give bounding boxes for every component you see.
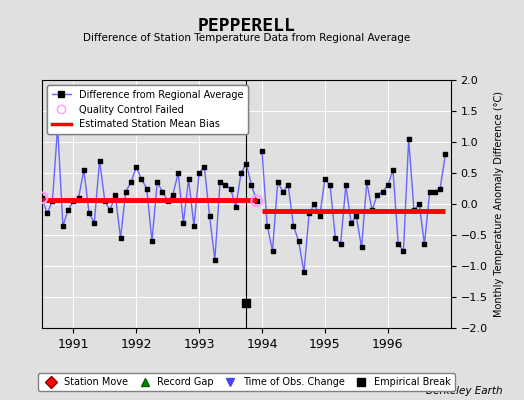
Point — [184, 176, 193, 182]
Point — [85, 210, 93, 216]
Point — [158, 188, 167, 195]
Point — [253, 198, 261, 204]
Point — [174, 170, 182, 176]
Point — [415, 201, 423, 207]
Point — [436, 185, 444, 192]
Point — [384, 182, 392, 189]
Point — [211, 257, 219, 263]
Legend: Station Move, Record Gap, Time of Obs. Change, Empirical Break: Station Move, Record Gap, Time of Obs. C… — [38, 373, 455, 391]
Point — [410, 207, 418, 214]
Point — [179, 219, 188, 226]
Point — [378, 188, 387, 195]
Point — [237, 170, 245, 176]
Point — [336, 241, 345, 248]
Point — [43, 210, 51, 216]
Point — [258, 148, 266, 154]
Point — [279, 188, 287, 195]
Point — [253, 198, 261, 204]
Point — [143, 185, 151, 192]
Point — [59, 222, 67, 229]
Point — [263, 222, 271, 229]
Point — [352, 213, 361, 220]
Point — [310, 201, 319, 207]
Point — [289, 222, 298, 229]
Point — [373, 192, 381, 198]
Point — [441, 151, 450, 158]
Point — [242, 160, 250, 167]
Point — [169, 192, 177, 198]
Point — [69, 198, 78, 204]
Point — [247, 182, 256, 189]
Text: Difference of Station Temperature Data from Regional Average: Difference of Station Temperature Data f… — [83, 33, 410, 43]
Point — [38, 195, 46, 201]
Point — [399, 247, 408, 254]
Point — [132, 164, 140, 170]
Point — [101, 198, 109, 204]
Point — [148, 238, 156, 244]
Point — [389, 167, 397, 173]
Point — [431, 188, 439, 195]
Point — [363, 179, 371, 186]
Point — [331, 235, 340, 241]
Point — [274, 179, 282, 186]
Point — [74, 195, 83, 201]
Point — [294, 238, 303, 244]
Point — [242, 300, 250, 306]
Point — [53, 123, 62, 130]
Point — [394, 241, 402, 248]
Point — [190, 222, 198, 229]
Point — [284, 182, 292, 189]
Point — [205, 213, 214, 220]
Point — [425, 188, 434, 195]
Point — [90, 219, 99, 226]
Point — [357, 244, 366, 250]
Point — [116, 235, 125, 241]
Point — [326, 182, 334, 189]
Point — [80, 167, 88, 173]
Point — [300, 269, 308, 275]
Text: Berkeley Earth: Berkeley Earth — [427, 386, 503, 396]
Point — [106, 207, 114, 214]
Text: PEPPERELL: PEPPERELL — [198, 17, 295, 35]
Point — [268, 247, 277, 254]
Point — [38, 195, 46, 201]
Y-axis label: Monthly Temperature Anomaly Difference (°C): Monthly Temperature Anomaly Difference (… — [495, 91, 505, 317]
Point — [137, 176, 146, 182]
Point — [221, 182, 230, 189]
Point — [122, 188, 130, 195]
Point — [342, 182, 350, 189]
Point — [163, 198, 172, 204]
Point — [321, 176, 329, 182]
Point — [232, 204, 240, 210]
Point — [368, 207, 376, 214]
Point — [111, 192, 119, 198]
Point — [195, 170, 203, 176]
Point — [216, 179, 224, 186]
Point — [305, 210, 313, 216]
Point — [200, 164, 209, 170]
Point — [347, 219, 355, 226]
Point — [48, 198, 57, 204]
Point — [64, 207, 72, 214]
Point — [153, 179, 161, 186]
Legend: Difference from Regional Average, Quality Control Failed, Estimated Station Mean: Difference from Regional Average, Qualit… — [47, 85, 248, 134]
Point — [315, 213, 324, 220]
Point — [127, 179, 135, 186]
Point — [226, 185, 235, 192]
Point — [405, 136, 413, 142]
Point — [420, 241, 429, 248]
Point — [95, 157, 104, 164]
